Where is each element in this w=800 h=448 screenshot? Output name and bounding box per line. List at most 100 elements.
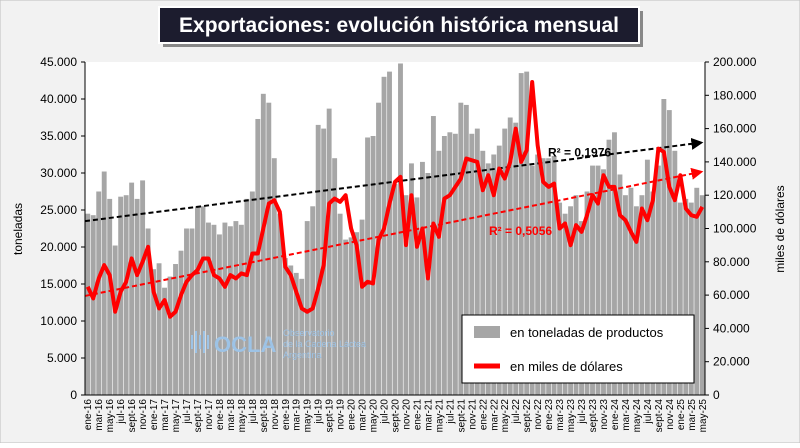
x-tick-label: jul-22 (511, 399, 522, 425)
x-tick-label: sept-16 (127, 399, 138, 433)
bar (595, 165, 601, 395)
y2-tick-label: 60.000 (713, 288, 750, 302)
bar (293, 272, 299, 395)
x-tick-label: nov-17 (204, 399, 215, 430)
legend-label: en toneladas de productos (510, 325, 664, 340)
bar (568, 206, 574, 395)
bar (606, 139, 612, 395)
bar (612, 132, 617, 396)
bar (178, 250, 184, 395)
x-tick-label: may-23 (566, 399, 577, 433)
bar (480, 150, 486, 395)
bar (227, 226, 233, 395)
x-tick-label: mar-22 (489, 399, 500, 431)
bar (485, 163, 491, 395)
chart-title: Exportaciones: evolución histórica mensu… (179, 14, 619, 37)
x-tick-label: nov-18 (270, 399, 281, 430)
bar (140, 180, 146, 395)
x-tick-label: sept-22 (522, 399, 533, 433)
logo-text: Argentina (283, 350, 322, 360)
bar (540, 158, 546, 395)
x-tick-label: may-20 (369, 399, 380, 433)
bar (260, 93, 266, 395)
bar (622, 195, 628, 395)
x-tick-label: nov-23 (599, 399, 610, 430)
bar (167, 276, 173, 395)
bar (337, 213, 343, 395)
bar (96, 191, 102, 395)
x-tick-label: may-19 (303, 399, 314, 433)
bar (184, 228, 189, 395)
bar (151, 269, 157, 395)
bar (694, 187, 700, 395)
bar (551, 155, 557, 395)
bar (398, 63, 403, 395)
y2-tick-label: 20.000 (713, 355, 750, 369)
bar (535, 154, 541, 395)
y-tick-label: 20.000 (40, 240, 77, 254)
bar (562, 213, 568, 395)
bar (326, 108, 332, 396)
bar (688, 202, 694, 395)
bar (129, 182, 135, 395)
bar (392, 184, 398, 395)
y2-tick-label: 80.000 (713, 255, 750, 269)
bar (677, 202, 683, 395)
bar (145, 228, 151, 395)
bar (271, 158, 277, 395)
bar (672, 150, 678, 395)
bar (458, 102, 464, 395)
x-tick-label: ene-16 (83, 399, 94, 431)
bar (513, 122, 519, 396)
bar (650, 191, 656, 395)
bar (655, 165, 661, 395)
bar (430, 116, 436, 396)
bar (387, 71, 392, 396)
legend-box (461, 314, 695, 384)
x-tick-label: ene-19 (281, 399, 292, 431)
y2-tick-label: 180.000 (713, 88, 757, 102)
bar (189, 228, 195, 395)
bar (502, 128, 508, 395)
bar (414, 197, 420, 395)
line (85, 79, 705, 319)
y-tick-label: 15.000 (40, 277, 77, 291)
trendline-label: R² = 0,5056 (489, 224, 552, 238)
bar (409, 163, 414, 395)
x-tick-label: ene-25 (676, 399, 687, 431)
y2-tick-label: 140.000 (713, 155, 757, 169)
x-tick-label: may-18 (237, 399, 248, 433)
x-tick-label: nov-19 (336, 399, 347, 430)
x-tick-label: jul-24 (643, 399, 654, 425)
x-tick-label: nov-16 (138, 399, 149, 430)
x-tick-label: sept-18 (259, 399, 270, 433)
y2-tick-label: 160.000 (713, 122, 757, 136)
bar (107, 198, 113, 395)
bar (579, 221, 584, 395)
y2-tick-label: 40.000 (713, 321, 750, 335)
x-tick-label: sept-19 (325, 399, 336, 433)
bar (633, 206, 639, 395)
x-tick-label: may-17 (171, 399, 182, 433)
bar (666, 110, 672, 395)
x-tick-label: sept-23 (588, 399, 599, 433)
x-tick-label: jul-19 (314, 399, 325, 425)
bar (206, 222, 211, 395)
bar (590, 165, 595, 395)
bar (557, 202, 563, 395)
x-tick-label: jul-17 (182, 399, 193, 425)
bar (310, 206, 316, 395)
bar (628, 187, 634, 395)
bar (216, 234, 222, 395)
y-tick-label: 10.000 (40, 314, 77, 328)
x-tick-label: may-16 (105, 399, 116, 433)
bar (332, 158, 338, 395)
bar (348, 237, 354, 395)
bar (644, 159, 650, 395)
logo-name: OCLA (214, 332, 276, 357)
bar (249, 191, 255, 395)
y-tick-label: 40.000 (40, 92, 77, 106)
bar (496, 145, 502, 395)
bar (238, 224, 244, 395)
title-box (158, 6, 640, 44)
